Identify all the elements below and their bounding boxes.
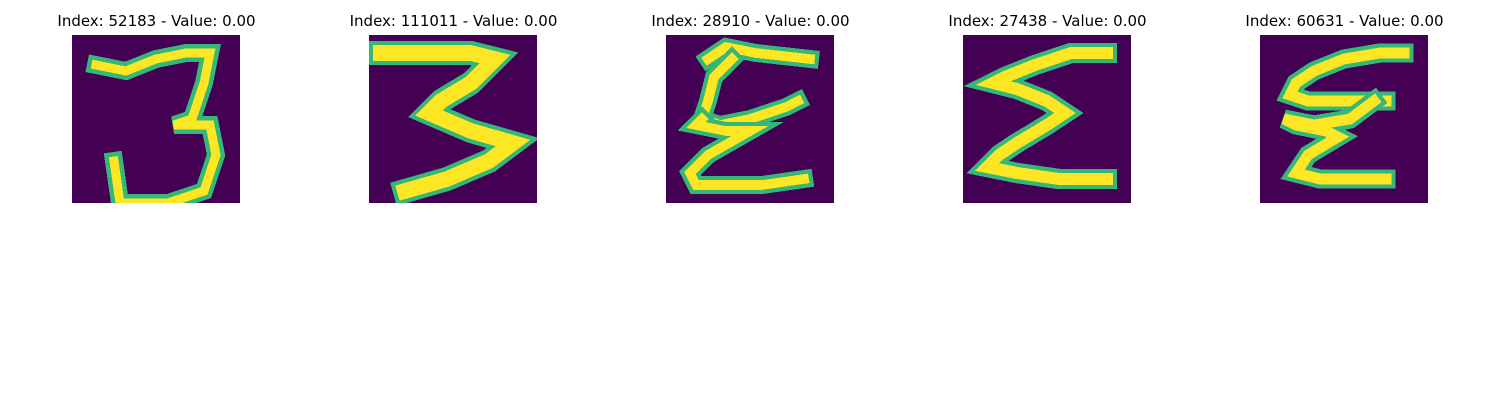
panel-title: Index: 111011 - Value: 0.00 xyxy=(349,12,558,30)
digit-image xyxy=(666,35,834,203)
image-panel-5: Index: 60631 - Value: 0.00 xyxy=(1196,0,1493,210)
panel-title: Index: 27438 - Value: 0.00 xyxy=(948,12,1147,30)
image-panel-2: Index: 111011 - Value: 0.00 xyxy=(305,0,602,210)
panel-title: Index: 52183 - Value: 0.00 xyxy=(57,12,256,30)
panel-title: Index: 28910 - Value: 0.00 xyxy=(651,12,850,30)
image-panel-4: Index: 27438 - Value: 0.00 xyxy=(899,0,1196,210)
image-panel-3: Index: 28910 - Value: 0.00 xyxy=(602,0,899,210)
panel-title: Index: 60631 - Value: 0.00 xyxy=(1245,12,1444,30)
digit-image xyxy=(369,35,537,203)
digit-image xyxy=(72,35,240,203)
image-panel-1: Index: 52183 - Value: 0.00 xyxy=(8,0,305,210)
digit-image xyxy=(963,35,1131,203)
digit-image xyxy=(1260,35,1428,203)
